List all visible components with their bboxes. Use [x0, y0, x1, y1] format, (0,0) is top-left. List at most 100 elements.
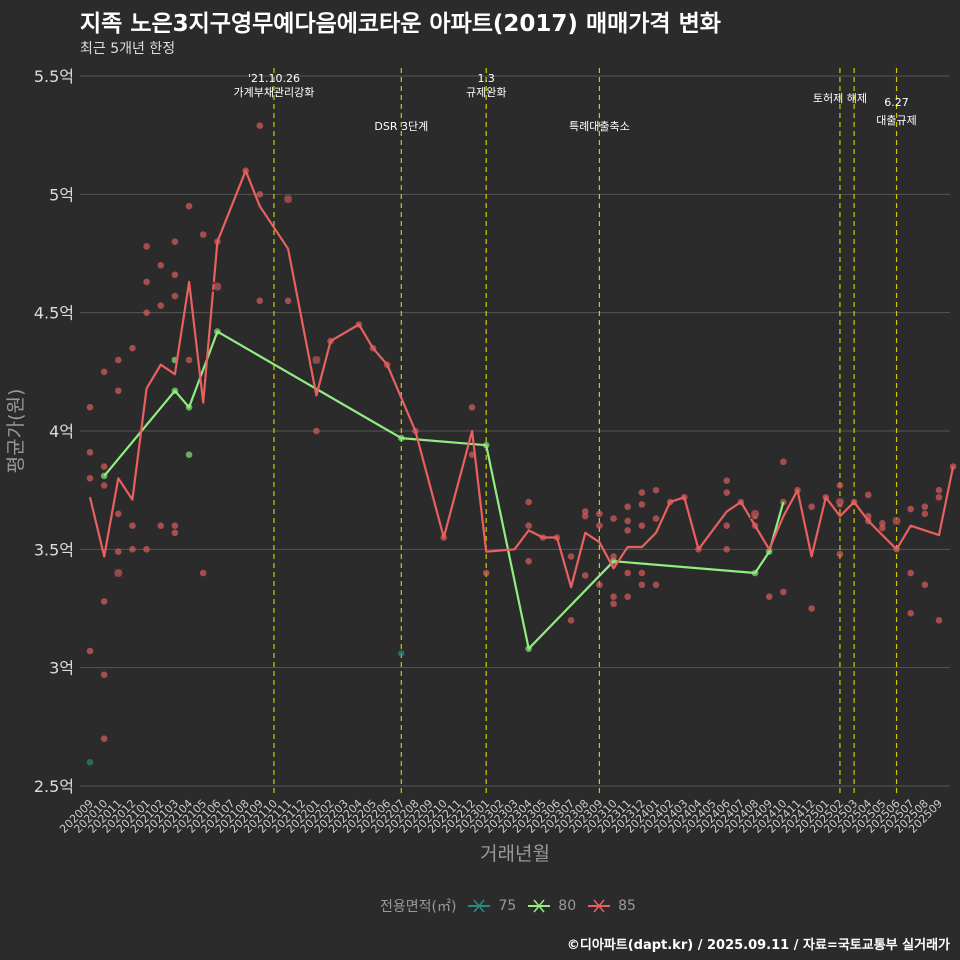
x-axis-title: 거래년월 [480, 843, 550, 865]
data-point-85 [624, 527, 631, 534]
data-point-85 [921, 510, 929, 518]
data-point-85 [879, 524, 886, 532]
data-point-85 [115, 387, 122, 395]
data-point-85 [100, 598, 108, 605]
cross-mark-point-85 [213, 282, 222, 291]
data-point-85 [100, 368, 108, 376]
data-point-85 [907, 609, 914, 617]
event-label: 규제완화 [466, 86, 506, 99]
data-point-85 [652, 581, 660, 589]
data-point-85 [596, 510, 603, 518]
legend-key-80-icon [528, 899, 551, 913]
data-point-85 [581, 512, 589, 520]
data-point-85 [256, 297, 264, 305]
data-point-85 [100, 482, 108, 489]
data-point-85 [581, 572, 589, 579]
cross-mark-point-85 [835, 498, 844, 506]
data-point-85 [935, 617, 943, 624]
data-point-85 [949, 463, 957, 470]
cross-mark-point-85 [892, 516, 901, 525]
data-point-85 [638, 522, 646, 529]
legend-label-75: 75 [498, 898, 517, 914]
event-label: '21.10.26 [248, 72, 300, 85]
data-point-85 [171, 292, 179, 300]
y-tick-label: 4억 [49, 422, 74, 441]
data-point-85 [907, 505, 914, 513]
data-point-85 [652, 515, 660, 522]
data-point-85 [596, 581, 603, 589]
data-point-85 [935, 493, 943, 501]
legend: 전용면적(㎡) 75 80 85 [380, 896, 636, 916]
event-label: 1.3 [477, 72, 495, 85]
data-point-85 [836, 482, 844, 489]
cross-mark-point-85 [114, 569, 123, 577]
data-point-85 [864, 491, 872, 499]
data-point-85 [624, 569, 631, 577]
data-point-85 [638, 501, 646, 508]
y-tick-label: 3.5억 [34, 540, 74, 559]
legend-item-75: 75 [466, 897, 516, 915]
data-point-85 [115, 510, 122, 518]
data-point-85 [638, 489, 646, 496]
y-tick-label: 5.5억 [34, 67, 74, 86]
y-tick-label: 3억 [49, 659, 74, 678]
y-axis-title: 평균가(원) [5, 389, 27, 474]
data-point-85 [624, 503, 631, 511]
data-point-85 [86, 647, 94, 655]
chart-subtitle: 최근 5개년 한정 [80, 41, 176, 57]
series-line-80 [103, 330, 785, 650]
data-point-85 [86, 449, 94, 456]
event-label: 특례대출축소 [569, 120, 630, 133]
data-point-85 [610, 600, 617, 608]
cross-mark-point-85 [751, 509, 760, 518]
data-point-85 [638, 569, 646, 577]
data-point-85 [921, 503, 929, 511]
data-point-85 [100, 735, 108, 742]
data-point-80 [185, 451, 193, 458]
legend-label-85: 85 [618, 898, 636, 914]
data-point-85 [879, 520, 886, 527]
data-point-85 [86, 404, 94, 411]
legend-item-85: 85 [586, 897, 636, 915]
data-point-85 [313, 427, 320, 435]
event-label: DSR 3단계 [374, 120, 428, 133]
event-label: 토허제 해제 [813, 91, 867, 105]
data-point-85 [171, 271, 179, 279]
data-point-85 [256, 122, 264, 129]
data-point-75 [86, 759, 94, 766]
data-point-85 [808, 503, 815, 511]
data-point-85 [610, 515, 617, 522]
data-point-85 [100, 463, 108, 470]
chart-title: 지족 노은3지구영무예다음에코타운 아파트(2017) 매매가격 변화 [80, 11, 721, 37]
data-point-85 [525, 498, 532, 506]
data-point-85 [567, 617, 575, 624]
y-tick-label: 5억 [49, 185, 74, 204]
event-label: 6.27 [884, 96, 909, 109]
data-point-85 [780, 588, 787, 596]
data-point-85 [610, 553, 617, 560]
data-point-85 [143, 243, 150, 250]
legend-item-80: 80 [526, 897, 576, 915]
data-point-85 [185, 356, 193, 364]
data-point-85 [157, 262, 165, 269]
data-point-85 [129, 522, 136, 529]
data-point-85 [652, 486, 660, 494]
data-point-85 [256, 191, 264, 198]
data-point-85 [143, 309, 150, 316]
data-point-85 [199, 569, 207, 577]
data-point-85 [199, 231, 207, 238]
data-point-85 [567, 553, 575, 560]
data-point-85 [723, 489, 731, 496]
data-point-85 [624, 517, 631, 525]
data-point-85 [525, 557, 532, 565]
data-point-85 [129, 344, 136, 352]
data-point-85 [115, 356, 122, 364]
data-point-85 [935, 486, 943, 494]
data-point-85 [482, 569, 490, 577]
data-point-85 [921, 581, 929, 589]
event-label: 대출규제 [876, 114, 916, 127]
data-point-85 [723, 546, 731, 553]
data-point-85 [624, 593, 631, 600]
data-point-85 [468, 404, 476, 411]
data-point-85 [284, 297, 292, 305]
